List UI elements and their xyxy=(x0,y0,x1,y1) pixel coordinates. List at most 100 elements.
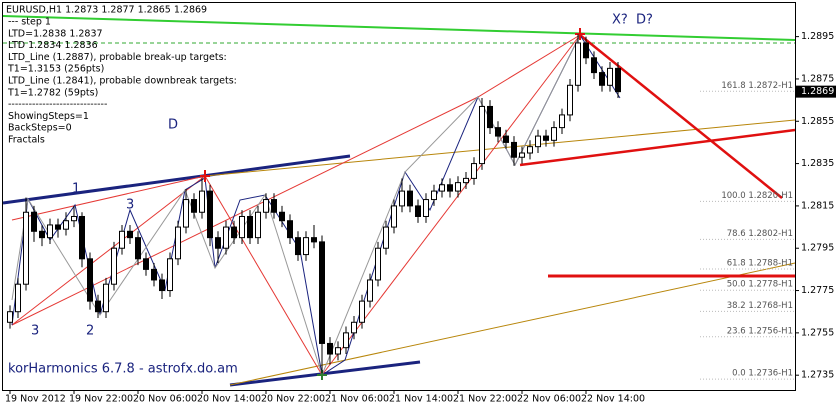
plot-frame xyxy=(2,2,796,391)
info-line: LTD_Line (1.2887), probable break-up tar… xyxy=(8,52,227,63)
y-tick-label: 1.2895 xyxy=(801,31,834,42)
fib-label: 38.2 1.2768-H1 xyxy=(727,301,793,311)
candle-body xyxy=(447,184,453,192)
candle-body xyxy=(431,190,437,201)
candle-body xyxy=(575,42,581,86)
pattern-line xyxy=(11,175,206,221)
candle-body xyxy=(559,114,565,129)
fib-label: 61.8 1.2788-H1 xyxy=(727,259,793,269)
candle-body xyxy=(519,152,525,158)
candle-body xyxy=(175,226,181,260)
last-price-box xyxy=(796,85,836,98)
candle-body xyxy=(383,226,389,249)
x-tick-label: 21 Nov 22:00 xyxy=(453,394,517,405)
candle-body xyxy=(287,220,293,239)
candle-body xyxy=(191,199,197,213)
y-tick-label: 1.2815 xyxy=(801,200,834,211)
candle-body xyxy=(159,279,165,292)
pattern-label: D? xyxy=(636,13,653,28)
fib-label: 78.6 1.2802-H1 xyxy=(727,229,793,239)
watermark: korHarmonics 6.7.8 - astrofx.do.am xyxy=(8,362,238,377)
candle-body xyxy=(247,215,253,239)
pattern-label: 3 xyxy=(31,324,39,339)
drawings xyxy=(2,15,796,387)
candle-body xyxy=(327,342,333,355)
candle-body xyxy=(223,226,229,249)
candle-body xyxy=(527,146,533,154)
x-tick-label: 22 Nov 06:00 xyxy=(517,394,581,405)
info-line: ShowingSteps=1 xyxy=(8,111,89,122)
info-line: ----------------------------- xyxy=(8,99,107,110)
candle-body xyxy=(551,127,557,141)
candle-body xyxy=(391,205,397,228)
x-tick-label: 21 Nov 06:00 xyxy=(325,394,389,405)
candle-body xyxy=(535,135,541,148)
candle-body xyxy=(439,184,445,192)
candle-body xyxy=(215,237,221,249)
candle-body xyxy=(479,105,485,165)
candle-body xyxy=(103,283,109,313)
candle-body xyxy=(31,211,37,232)
info-line: LTD 1.2834 1.2836 xyxy=(8,40,98,51)
candle-body xyxy=(591,57,597,74)
candle-body xyxy=(583,42,589,59)
fib-label: 50.0 1.2778-H1 xyxy=(727,280,793,290)
candle-body xyxy=(207,190,213,239)
candle-body xyxy=(543,135,549,141)
x-tick-label: 20 Nov 14:00 xyxy=(197,394,261,405)
candle-body xyxy=(231,226,237,239)
candle-body xyxy=(423,199,429,217)
candle-body xyxy=(607,67,613,86)
candle-body xyxy=(63,220,69,230)
info-line: BackSteps=0 xyxy=(8,123,72,134)
candle-body xyxy=(495,127,501,137)
y-tick-label: 1.2855 xyxy=(801,116,834,127)
candle-body xyxy=(127,230,133,239)
info-line: T1=1.3153 (256pts) xyxy=(7,64,104,75)
candle-body xyxy=(151,268,157,281)
trend-line xyxy=(2,154,351,205)
pattern-label: 3 xyxy=(126,198,134,213)
candle-body xyxy=(471,163,477,179)
candle-body xyxy=(87,258,93,302)
candle-body xyxy=(375,247,381,281)
candle-body xyxy=(23,211,29,285)
candle-body xyxy=(503,135,509,143)
pattern-label: 1 xyxy=(72,182,80,197)
x-tick-label: 20 Nov 22:00 xyxy=(261,394,325,405)
candle-body xyxy=(351,321,357,334)
info-line: T1=1.2782 (59pts) xyxy=(7,87,98,98)
candle-body xyxy=(143,258,149,270)
candle-body xyxy=(335,347,341,355)
candle-body xyxy=(295,237,301,256)
fib-label: 23.6 1.2756-H1 xyxy=(727,326,793,336)
candle-body xyxy=(415,205,421,217)
x-tick-label: 19 Nov 2012 xyxy=(5,394,66,405)
trend-line xyxy=(229,262,796,386)
candle-body xyxy=(199,190,205,213)
candle-body xyxy=(407,190,413,207)
y-tick-label: 1.2775 xyxy=(801,285,834,296)
candle-body xyxy=(55,224,61,230)
candle-body xyxy=(463,177,469,184)
candle-body xyxy=(615,67,621,93)
candle-body xyxy=(319,241,325,344)
candle-body xyxy=(135,237,141,260)
candle-body xyxy=(271,199,277,213)
candle-body xyxy=(599,72,605,86)
x-tick-label: 22 Nov 14:00 xyxy=(581,394,645,405)
candle-body xyxy=(455,182,461,192)
trend-line xyxy=(579,34,783,199)
info-line: LTD_Line (1.2841), probable downbreak ta… xyxy=(8,76,237,87)
candle-body xyxy=(183,199,189,228)
pattern-label: 2 xyxy=(86,324,94,339)
x-tick-label: 19 Nov 22:00 xyxy=(69,394,133,405)
trend-line xyxy=(2,15,796,41)
chart-title: EURUSD,H1 1.2873 1.2877 1.2865 1.2869 xyxy=(6,5,207,16)
y-tick-label: 1.2795 xyxy=(801,243,834,254)
candle-body xyxy=(567,84,573,116)
candle-body xyxy=(359,300,365,323)
marker xyxy=(200,28,585,182)
candle-body xyxy=(487,105,493,129)
